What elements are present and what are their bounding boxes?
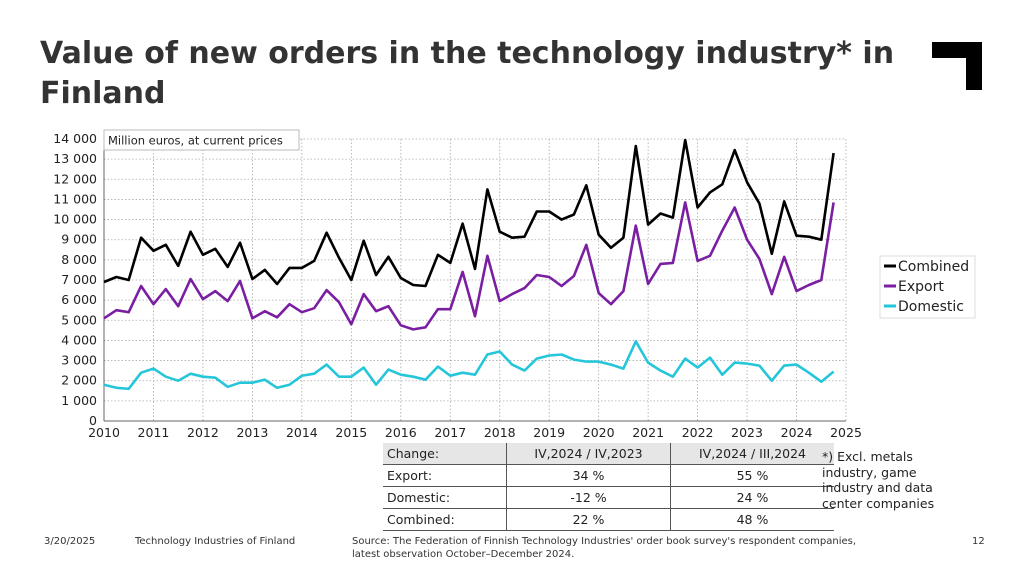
footer-organization: Technology Industries of Finland <box>135 536 296 547</box>
table-cell: 24 % <box>670 486 834 509</box>
legend-label: Export <box>898 279 944 295</box>
footer-date: 3/20/2025 <box>44 536 96 547</box>
footnote: *) Excl. metals industry, game industry … <box>822 449 935 511</box>
y-tick-label: 1 000 <box>61 393 97 408</box>
x-tick-label: 2023 <box>731 425 763 440</box>
table-cell: Domestic: <box>383 486 507 509</box>
y-axis: 0 1 000 2 000 3 000 4 000 5 000 6 000 7 000 8 00… <box>53 131 105 428</box>
y-tick-label: 9 000 <box>61 232 97 247</box>
chart-annotation-box: Million euros, at current prices <box>103 129 300 151</box>
y-tick-label: 12 000 <box>53 171 97 186</box>
legend-label: Combined <box>898 259 969 275</box>
table-row: Combined: 22 % 48 % <box>383 508 834 531</box>
y-tick-label: 0 <box>89 413 97 428</box>
table-header-cell: Change: <box>383 443 507 465</box>
table-header-cell: IV,2024 / IV,2023 <box>506 443 671 465</box>
x-tick-label: 2021 <box>632 425 664 440</box>
x-axis: 2010 2011 2012 2013 2014 2015 2016 2017 2018 2019… <box>88 420 862 440</box>
legend-label: Domestic <box>898 299 964 315</box>
table-row: Export: 34 % 55 % <box>383 464 834 487</box>
x-tick-label: 2015 <box>335 425 367 440</box>
page-title: Value of new orders in the technology in… <box>40 36 895 111</box>
x-tick-label: 2016 <box>385 425 417 440</box>
series-line-domestic <box>103 340 835 391</box>
x-tick-label: 2012 <box>187 425 219 440</box>
brand-logo-icon <box>932 42 982 90</box>
change-table: Change: IV,2024 / IV,2023 IV,2024 / III,… <box>383 443 834 531</box>
x-tick-label: 2013 <box>236 425 268 440</box>
y-tick-label: 2 000 <box>61 373 97 388</box>
x-tick-label: 2024 <box>781 425 813 440</box>
y-tick-label: 7 000 <box>61 272 97 287</box>
x-tick-label: 2022 <box>682 425 714 440</box>
chart-series <box>103 138 835 391</box>
x-tick-label: 2020 <box>583 425 615 440</box>
series-line-combined <box>103 138 835 288</box>
chart-legend: Combined Export Domestic <box>879 255 976 319</box>
y-tick-label: 3 000 <box>61 353 97 368</box>
x-tick-label: 2011 <box>138 425 170 440</box>
x-tick-label: 2017 <box>434 425 466 440</box>
table-cell: -12 % <box>506 486 671 509</box>
table-row: Domestic: -12 % 24 % <box>383 486 834 509</box>
y-tick-label: 13 000 <box>53 151 97 166</box>
y-tick-label: 11 000 <box>53 191 97 206</box>
x-tick-label: 2019 <box>533 425 565 440</box>
y-tick-label: 4 000 <box>61 332 97 347</box>
table-cell: 55 % <box>670 464 834 487</box>
table-cell: 48 % <box>670 508 834 531</box>
table-cell: Combined: <box>383 508 507 531</box>
footer-source: Source: The Federation of Finnish Techno… <box>352 536 857 560</box>
x-tick-label: 2018 <box>484 425 516 440</box>
change-table-header: Change: IV,2024 / IV,2023 IV,2024 / III,… <box>383 443 834 465</box>
series-line-export <box>103 201 835 331</box>
x-tick-label: 2025 <box>830 425 862 440</box>
table-cell: 22 % <box>506 508 671 531</box>
y-tick-label: 6 000 <box>61 292 97 307</box>
y-tick-label: 5 000 <box>61 312 97 327</box>
y-tick-label: 10 000 <box>53 212 97 227</box>
table-cell: Export: <box>383 464 507 487</box>
x-tick-label: 2014 <box>286 425 318 440</box>
table-header-cell: IV,2024 / III,2024 <box>670 443 834 465</box>
table-cell: 34 % <box>506 464 671 487</box>
x-tick-label: 2010 <box>88 425 120 440</box>
chart-annotation: Million euros, at current prices <box>108 134 283 148</box>
y-tick-label: 8 000 <box>61 252 97 267</box>
page-number: 12 <box>972 536 985 547</box>
y-tick-label: 14 000 <box>53 131 97 146</box>
